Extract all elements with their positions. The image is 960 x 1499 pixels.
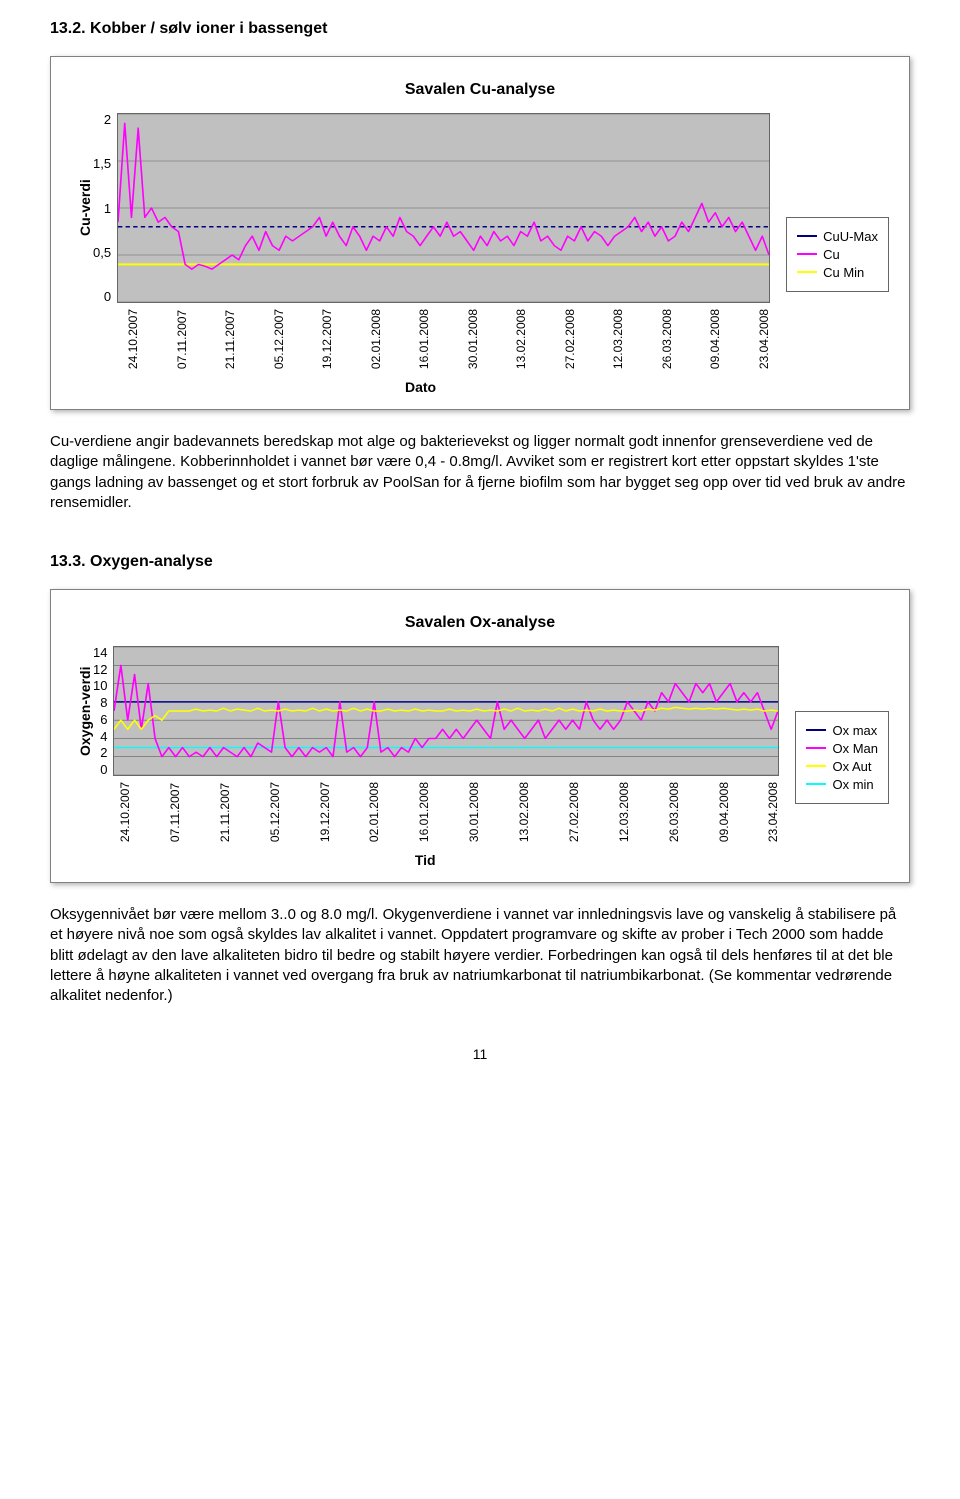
chart2-xticks: 24.10.2007 07.11.2007 21.11.2007 05.12.2007… [119,782,779,842]
ytick: 8 [93,696,107,709]
xtick: 16.01.2008 [418,782,430,842]
xtick: 02.01.2008 [368,782,380,842]
ytick: 4 [93,730,107,743]
legend-swatch [806,747,826,749]
xtick: 27.02.2008 [568,782,580,842]
xtick: 09.04.2008 [718,782,730,842]
xtick: 19.12.2007 [321,309,333,369]
legend-swatch [806,765,826,767]
ytick: 6 [93,713,107,726]
xtick: 12.03.2008 [618,782,630,842]
chart-cu-analyse: Savalen Cu-analyse Cu-verdi 2 1,5 1 0,5 0 24… [50,56,910,410]
chart1-yticks: 2 1,5 1 0,5 0 [93,113,117,303]
chart2-ylabel: Oxygen-verdi [71,646,93,776]
xtick: 24.10.2007 [127,309,139,369]
xtick: 30.01.2008 [467,309,479,369]
ytick: 10 [93,679,107,692]
xtick: 21.11.2007 [219,782,231,842]
section2-body-text: Oksygennivået bør være mellom 3..0 og 8.… [50,905,910,1006]
xtick: 27.02.2008 [564,309,576,369]
ytick: 2 [93,746,107,759]
xtick: 19.12.2007 [319,782,331,842]
legend-label: Ox Man [832,741,878,756]
legend-label: Ox min [832,777,873,792]
legend-swatch [806,783,826,785]
chart-ox-analyse: Savalen Ox-analyse Oxygen-verdi 14 12 10 8 6… [50,589,910,883]
legend-label: Cu [823,247,840,262]
ytick: 0 [93,763,107,776]
chart1-ylabel: Cu-verdi [71,113,93,303]
xtick: 21.11.2007 [224,309,236,369]
legend-label: Cu Min [823,265,864,280]
legend-label: Ox Aut [832,759,871,774]
section-heading-13-2: 13.2. Kobber / sølv ioner i bassenget [50,20,910,38]
xtick: 02.01.2008 [370,309,382,369]
chart2-title: Savalen Ox-analyse [71,614,889,632]
chart2-plot-area [113,646,779,776]
legend-label: CuU-Max [823,229,878,244]
legend-item: Cu [797,247,878,262]
xtick: 13.02.2008 [518,782,530,842]
xtick: 09.04.2008 [709,309,721,369]
xtick: 23.04.2008 [767,782,779,842]
ytick: 0,5 [93,246,111,259]
chart2-legend: Ox max Ox Man Ox Aut Ox min [795,711,889,804]
chart1-legend: CuU-Max Cu Cu Min [786,217,889,292]
xtick: 07.11.2007 [176,309,188,369]
xtick: 26.03.2008 [668,782,680,842]
chart2-xlabel: Tid [71,852,779,868]
chart1-xticks: 24.10.2007 07.11.2007 21.11.2007 05.12.2007… [127,309,770,369]
legend-swatch [797,235,817,237]
xtick: 13.02.2008 [515,309,527,369]
legend-item: Ox max [806,723,878,738]
legend-swatch [806,729,826,731]
ytick: 2 [93,113,111,126]
ytick: 12 [93,663,107,676]
legend-label: Ox max [832,723,877,738]
xtick: 16.01.2008 [418,309,430,369]
legend-swatch [797,271,817,273]
legend-item: Ox Aut [806,759,878,774]
xtick: 05.12.2007 [269,782,281,842]
xtick: 05.12.2007 [273,309,285,369]
legend-swatch [797,253,817,255]
legend-item: CuU-Max [797,229,878,244]
chart1-title: Savalen Cu-analyse [71,81,889,99]
xtick: 23.04.2008 [758,309,770,369]
xtick: 24.10.2007 [119,782,131,842]
section-heading-13-3: 13.3. Oxygen-analyse [50,553,910,571]
ytick: 14 [93,646,107,659]
chart1-xlabel: Dato [71,379,770,395]
xtick: 30.01.2008 [468,782,480,842]
ytick: 1 [93,202,111,215]
ytick: 0 [93,290,111,303]
xtick: 12.03.2008 [612,309,624,369]
xtick: 26.03.2008 [661,309,673,369]
legend-item: Cu Min [797,265,878,280]
legend-item: Ox Man [806,741,878,756]
legend-item: Ox min [806,777,878,792]
xtick: 07.11.2007 [169,782,181,842]
chart2-yticks: 14 12 10 8 6 4 2 0 [93,646,113,776]
chart1-plot-area [117,113,770,303]
page-number: 11 [50,1046,910,1062]
ytick: 1,5 [93,157,111,170]
section1-body-text: Cu-verdiene angir badevannets beredskap … [50,432,910,513]
